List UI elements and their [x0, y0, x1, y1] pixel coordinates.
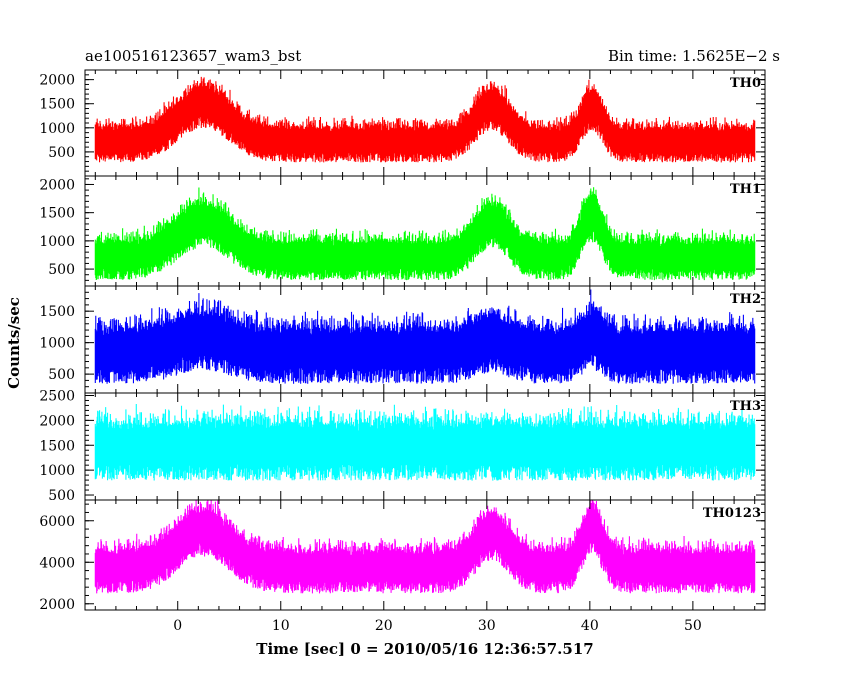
panel-th1: 500 1000 1500 2000 TH1	[39, 175, 766, 287]
y-tick-label: 2000	[39, 73, 75, 89]
y-tick-label: 2000	[39, 177, 75, 193]
panels-group: 500 1000 1500 2000 TH0 500 1000 1500 2000 TH1 500 1…	[39, 69, 766, 613]
y-tick-label: 500	[48, 488, 75, 504]
y-axis-label: Counts/sec	[5, 297, 23, 389]
panel-label: TH1	[730, 182, 761, 197]
y-tick-label: 1500	[39, 438, 75, 454]
y-tick-label: 1500	[39, 304, 75, 320]
x-axis: 0 10 20 30 40 50	[173, 618, 702, 634]
y-tick-label: 1500	[39, 97, 75, 113]
y-tick-label: 2000	[39, 413, 75, 429]
panel-th0: 500 1000 1500 2000 TH0	[39, 69, 766, 177]
series-th3-line	[94, 404, 756, 481]
chart-title-right: Bin time: 1.5625E−2 s	[608, 47, 780, 65]
panel-label: TH0123	[703, 506, 761, 521]
y-tick-label: 1000	[39, 121, 75, 137]
panel-label: TH2	[730, 292, 761, 307]
series-th1-line	[94, 187, 756, 281]
x-tick-label: 20	[375, 618, 393, 634]
panel-th3: 500 1000 1500 2000 2500 TH3	[39, 388, 766, 504]
panel-th2: 500 1000 1500 TH2	[39, 285, 766, 394]
x-tick-label: 50	[684, 618, 702, 634]
y-tick-label: 6000	[39, 514, 75, 530]
y-tick-label: 500	[48, 367, 75, 383]
chart-title-left: ae100516123657_wam3_bst	[85, 47, 301, 65]
x-tick-label: 0	[173, 618, 182, 634]
y-tick-label: 2000	[39, 597, 75, 613]
x-tick-label: 30	[478, 618, 496, 634]
x-axis-label: Time [sec] 0 = 2010/05/16 12:36:57.517	[256, 640, 593, 658]
y-tick-label: 1000	[39, 463, 75, 479]
y-tick-label: 1000	[39, 234, 75, 250]
y-tick-label: 2500	[39, 388, 75, 404]
y-tick-label: 4000	[39, 555, 75, 571]
series-th2-line	[94, 289, 756, 384]
x-tick-label: 40	[581, 618, 599, 634]
panel-label: TH3	[730, 399, 761, 414]
x-tick-label: 10	[272, 618, 290, 634]
y-tick-label: 500	[48, 145, 75, 161]
y-tick-label: 1000	[39, 336, 75, 352]
panel-th0123: 2000 4000 6000 TH0123	[39, 499, 766, 613]
y-tick-label: 1500	[39, 206, 75, 222]
y-tick-label: 500	[48, 262, 75, 278]
series-th0123-line	[94, 500, 756, 594]
panel-label: TH0	[730, 76, 761, 91]
series-th0-line	[94, 76, 756, 163]
